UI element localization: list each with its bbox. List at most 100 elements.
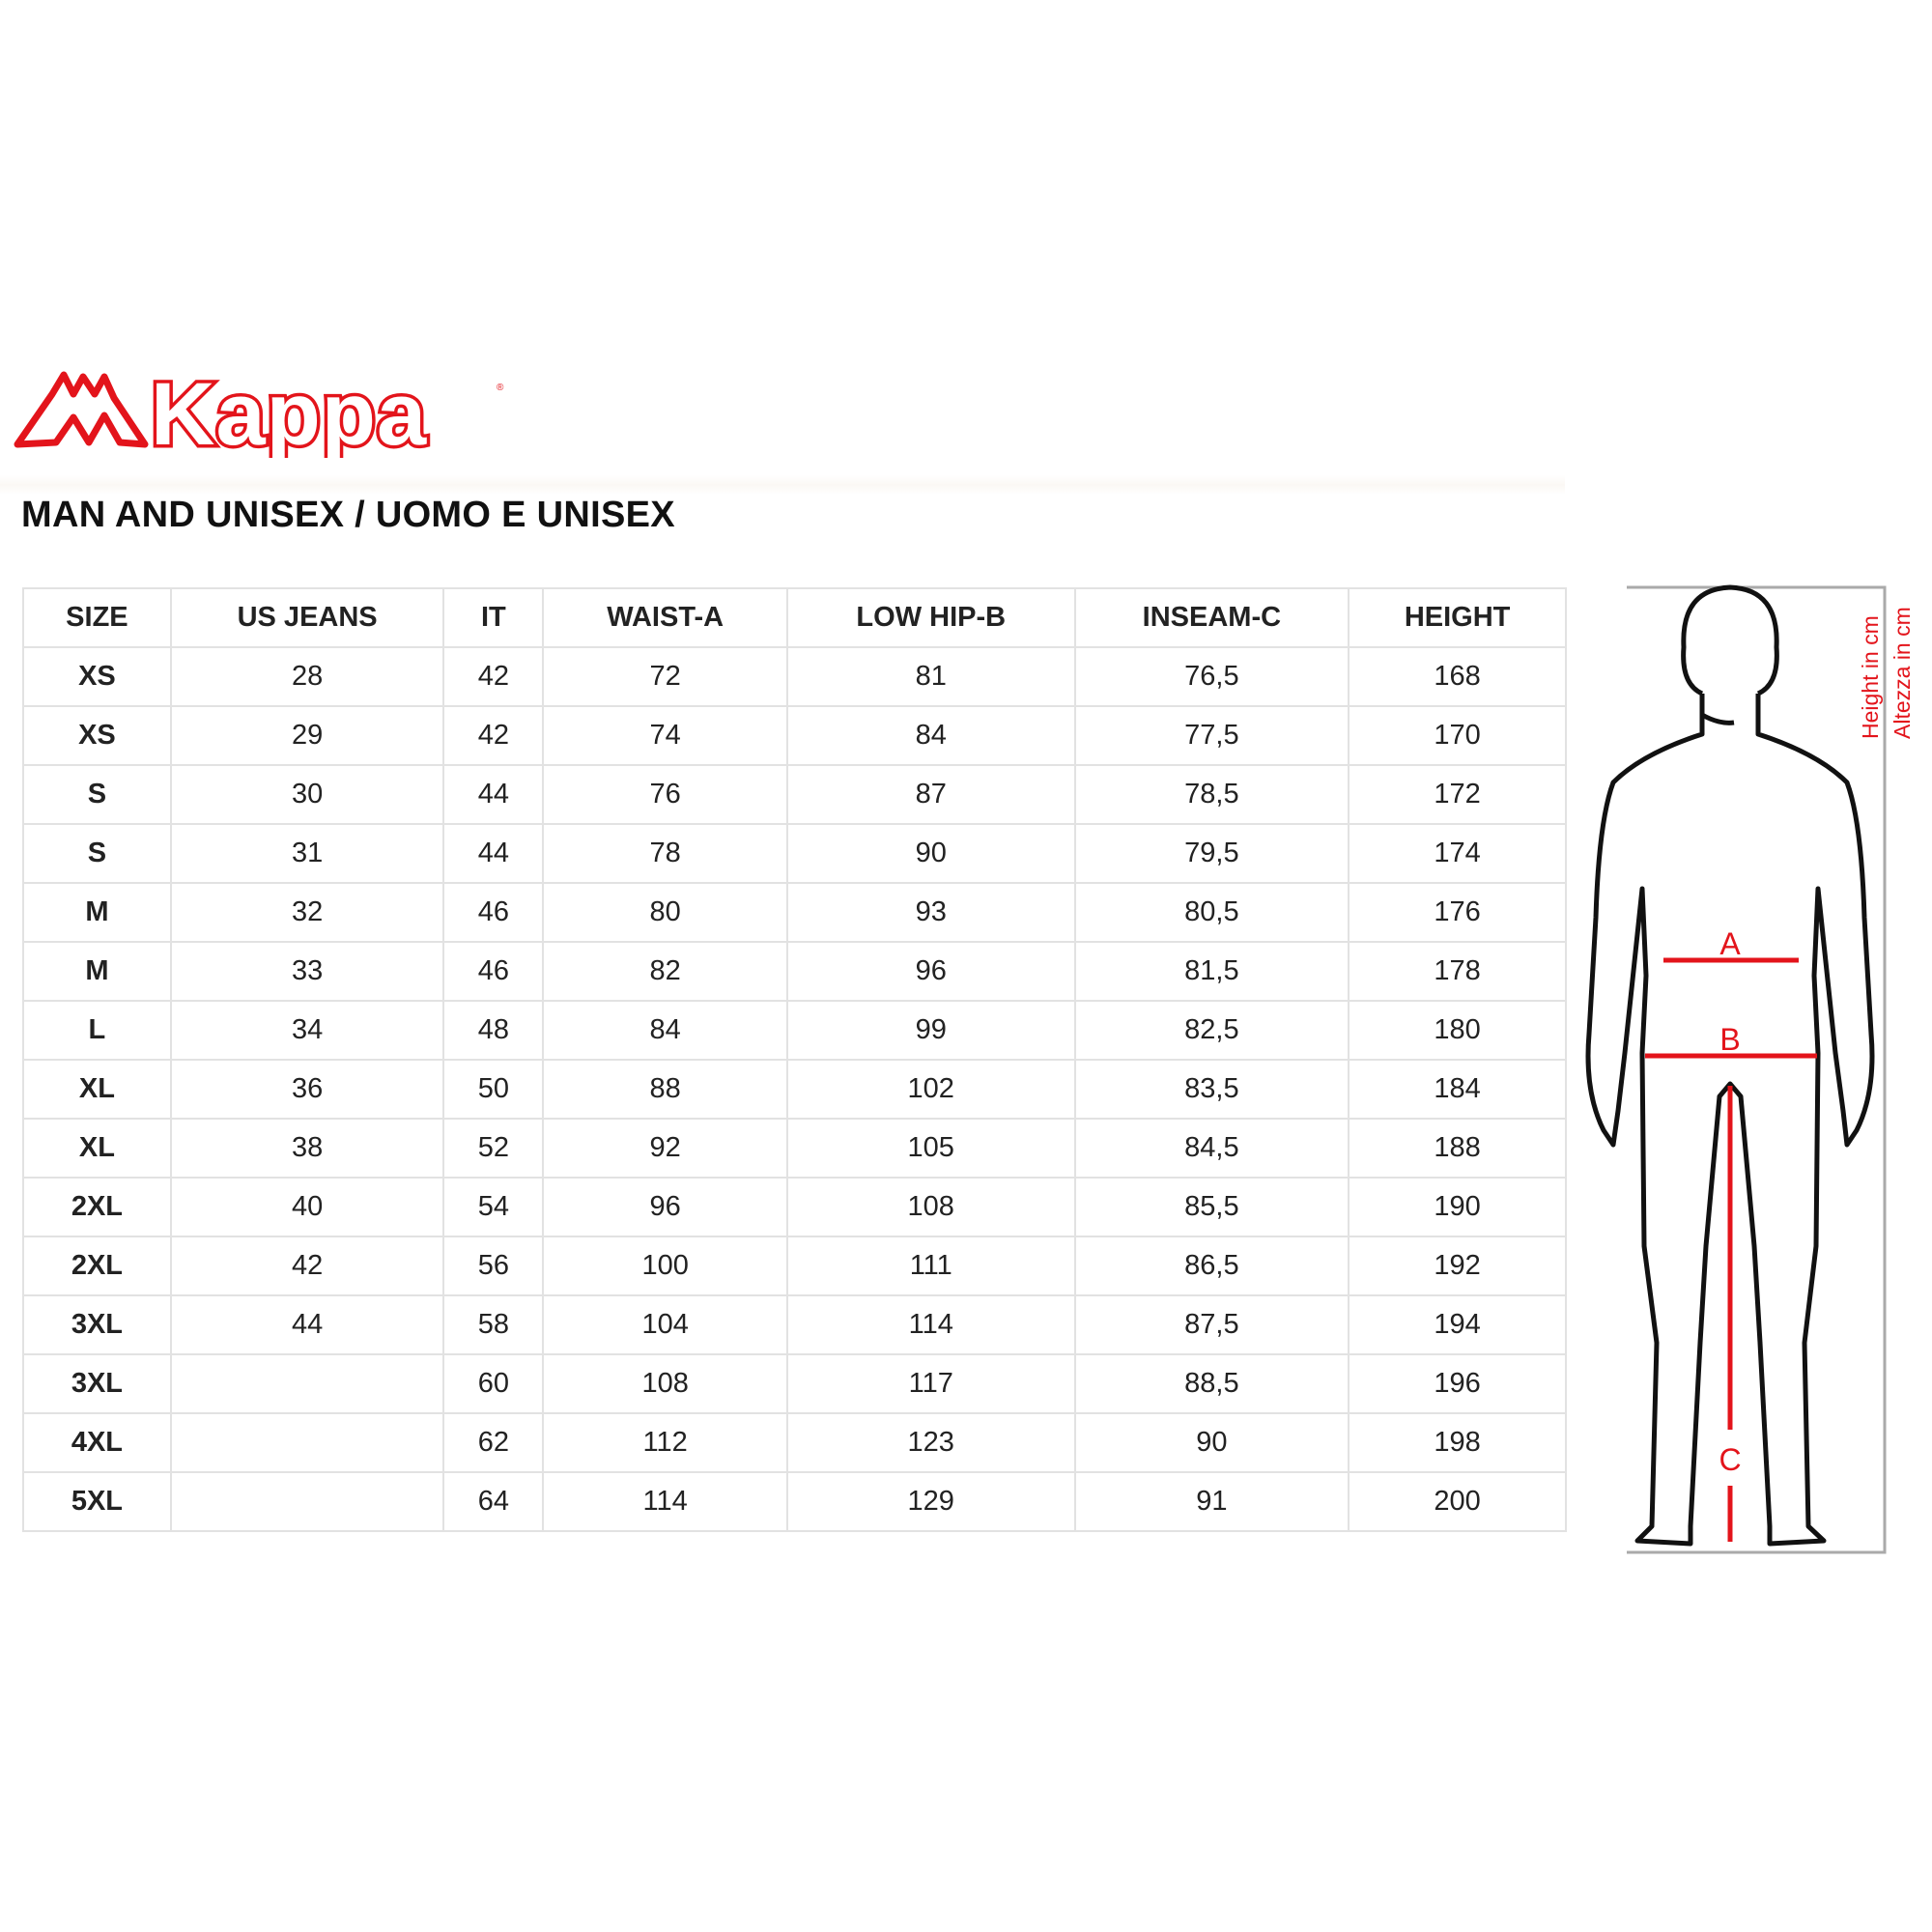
table-row: 3XL 60 108 117 88,5 196 <box>22 1353 1567 1414</box>
table-cell: 108 <box>785 1177 1076 1237</box>
table-cell <box>169 1353 445 1414</box>
table-cell: 76,5 <box>1073 646 1350 707</box>
table-cell: 46 <box>442 882 545 943</box>
table-header: SIZE US JEANS IT WAIST-A LOW HIP-B INSEAM-C HE… <box>22 587 1567 648</box>
size-cell: 3XL <box>22 1294 172 1355</box>
table-cell: 33 <box>169 941 445 1002</box>
height-label-it: Altezza in cm <box>1889 607 1915 739</box>
table-cell: 44 <box>169 1294 445 1355</box>
table-cell: 111 <box>785 1236 1076 1296</box>
size-cell: XS <box>22 705 172 766</box>
table-cell: 38 <box>169 1118 445 1179</box>
table-cell: 52 <box>442 1118 545 1179</box>
table-cell: 60 <box>442 1353 545 1414</box>
column-header: IT <box>442 587 545 648</box>
table-cell: 46 <box>442 941 545 1002</box>
column-header: SIZE <box>22 587 172 648</box>
table-cell: 117 <box>785 1353 1076 1414</box>
table-row: L 34 48 84 99 82,5 180 <box>22 1000 1567 1061</box>
table-cell: 31 <box>169 823 445 884</box>
table-cell: 44 <box>442 823 545 884</box>
table-cell: 82,5 <box>1073 1000 1350 1061</box>
table-cell: 176 <box>1348 882 1567 943</box>
size-cell: S <box>22 823 172 884</box>
table-row: XL 38 52 92 105 84,5 188 <box>22 1118 1567 1179</box>
table-cell: 114 <box>785 1294 1076 1355</box>
body-measurement-figure: A B C Height in cm Altezza in cm <box>1585 584 1915 1554</box>
table-row: XS 28 42 72 81 76,5 168 <box>22 646 1567 707</box>
size-cell: 2XL <box>22 1177 172 1237</box>
omini-icon <box>14 371 149 448</box>
svg-text:Kappa: Kappa <box>151 365 427 458</box>
table-cell: 82 <box>542 941 788 1002</box>
table-cell: 99 <box>785 1000 1076 1061</box>
table-cell: 196 <box>1348 1353 1567 1414</box>
table-cell: 168 <box>1348 646 1567 707</box>
table-cell: 78 <box>542 823 788 884</box>
table-row: M 32 46 80 93 80,5 176 <box>22 882 1567 943</box>
table-cell: 84,5 <box>1073 1118 1350 1179</box>
table-row: 5XL 64 114 129 91 200 <box>22 1471 1567 1532</box>
size-cell: XS <box>22 646 172 707</box>
table-cell: 129 <box>785 1471 1076 1532</box>
measurement-lines <box>1645 957 1817 1542</box>
column-header: LOW HIP-B <box>785 587 1076 648</box>
body-silhouette <box>1585 584 1875 1547</box>
table-row: S 31 44 78 90 79,5 174 <box>22 823 1567 884</box>
table-cell: 192 <box>1348 1236 1567 1296</box>
table-cell: 50 <box>442 1059 545 1120</box>
table-cell: 79,5 <box>1073 823 1350 884</box>
table-cell: 184 <box>1348 1059 1567 1120</box>
table-cell: 105 <box>785 1118 1076 1179</box>
table-cell: 42 <box>442 705 545 766</box>
table-cell: 80 <box>542 882 788 943</box>
size-cell: M <box>22 882 172 943</box>
table-cell: 42 <box>169 1236 445 1296</box>
size-cell: 2XL <box>22 1236 172 1296</box>
size-cell: 4XL <box>22 1412 172 1473</box>
table-cell: 92 <box>542 1118 788 1179</box>
table-row: 2XL 40 54 96 108 85,5 190 <box>22 1177 1567 1237</box>
table-cell: 93 <box>785 882 1076 943</box>
table-cell: 54 <box>442 1177 545 1237</box>
size-cell: S <box>22 764 172 825</box>
label-b: B <box>1719 1022 1740 1057</box>
table-cell: 102 <box>785 1059 1076 1120</box>
table-cell: 96 <box>542 1177 788 1237</box>
table-cell: 180 <box>1348 1000 1567 1061</box>
table-cell: 83,5 <box>1073 1059 1350 1120</box>
table-cell: 194 <box>1348 1294 1567 1355</box>
table-cell: 200 <box>1348 1471 1567 1532</box>
svg-text:®: ® <box>497 383 504 393</box>
size-table: SIZE US JEANS IT WAIST-A LOW HIP-B INSEAM-C HE… <box>22 587 1567 1532</box>
label-a: A <box>1719 926 1741 961</box>
table-cell: 76 <box>542 764 788 825</box>
table-cell: 87,5 <box>1073 1294 1350 1355</box>
table-cell: 28 <box>169 646 445 707</box>
table-cell: 42 <box>442 646 545 707</box>
height-bracket <box>1627 585 1887 1554</box>
column-header: HEIGHT <box>1348 587 1567 648</box>
table-cell: 91 <box>1073 1471 1350 1532</box>
table-cell: 64 <box>442 1471 545 1532</box>
table-cell: 90 <box>1073 1412 1350 1473</box>
kappa-logo: Kappa ® <box>14 365 504 458</box>
table-cell: 100 <box>542 1236 788 1296</box>
table-row: 3XL 44 58 104 114 87,5 194 <box>22 1294 1567 1355</box>
size-cell: XL <box>22 1059 172 1120</box>
height-label-en: Height in cm <box>1858 615 1883 739</box>
table-cell: 58 <box>442 1294 545 1355</box>
table-cell: 188 <box>1348 1118 1567 1179</box>
page-title: MAN AND UNISEX / UOMO E UNISEX <box>21 495 675 535</box>
table-cell: 34 <box>169 1000 445 1061</box>
table-cell <box>169 1471 445 1532</box>
table-cell: 48 <box>442 1000 545 1061</box>
size-cell: XL <box>22 1118 172 1179</box>
table-row: XS 29 42 74 84 77,5 170 <box>22 705 1567 766</box>
table-cell: 77,5 <box>1073 705 1350 766</box>
table-cell: 84 <box>785 705 1076 766</box>
size-cell: 5XL <box>22 1471 172 1532</box>
column-header: INSEAM-C <box>1073 587 1350 648</box>
size-cell: L <box>22 1000 172 1061</box>
table-cell: 174 <box>1348 823 1567 884</box>
